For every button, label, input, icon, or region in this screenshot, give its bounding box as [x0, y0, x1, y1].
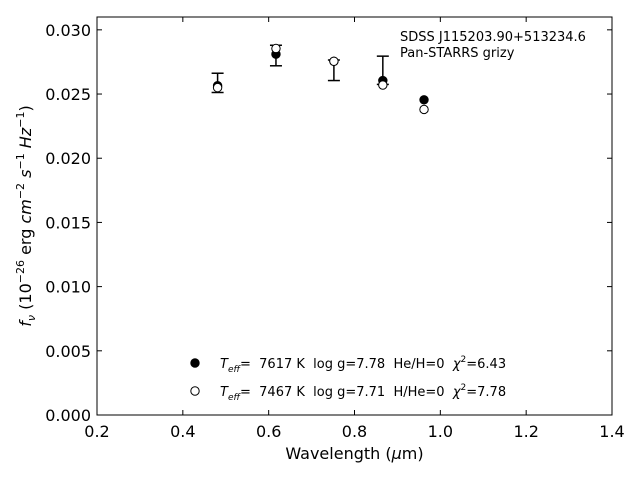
- annotation-object-name: SDSS J115203.90+513234.6: [400, 30, 586, 45]
- x-tick-label: 0.4: [170, 422, 195, 441]
- x-tick-label: 0.2: [84, 422, 109, 441]
- x-tick-label: 0.8: [342, 422, 367, 441]
- y-tick-label: 0.010: [45, 278, 91, 297]
- model-point-open: [419, 104, 429, 115]
- annotation-photometry: Pan-STARRS grizy: [400, 46, 515, 61]
- x-axis: 0.2 0.4 0.6 0.8 1.0 1.2 1.4: [84, 17, 625, 441]
- model-point-open: [271, 43, 281, 54]
- legend-marker-open: [190, 386, 200, 396]
- x-tick-label: 0.6: [256, 422, 281, 441]
- y-tick-label: 0.015: [45, 213, 91, 232]
- y-axis: 0.000 0.005 0.010 0.015 0.020 0.025 0.030: [45, 21, 612, 425]
- model-point-filled: [419, 95, 429, 105]
- x-tick-label: 1.0: [428, 422, 453, 441]
- y-tick-label: 0.025: [45, 85, 91, 104]
- y-tick-label: 0.000: [45, 406, 91, 425]
- legend-entry-1: Teff= 7617 K log g=7.78 He/H=0 χ2=6.43: [220, 355, 506, 375]
- model-point-open: [329, 56, 339, 66]
- data-points: [212, 43, 429, 115]
- y-tick-label: 0.005: [45, 342, 91, 361]
- x-tick-label: 1.2: [513, 422, 538, 441]
- legend-marker-filled: [190, 358, 200, 368]
- model-point-open: [378, 80, 388, 90]
- x-axis-label: Wavelength (μm): [285, 444, 423, 463]
- x-tick-label: 1.4: [599, 422, 624, 441]
- plot-area: [96, 16, 613, 416]
- model-point-open: [212, 82, 223, 93]
- y-axis-label: fν (10−26 erg cm−2 s−1 Hz−1): [14, 105, 38, 326]
- y-tick-label: 0.020: [45, 149, 91, 168]
- legend: Teff= 7617 K log g=7.78 He/H=0 χ2=6.43 T…: [190, 355, 506, 403]
- y-tick-label: 0.030: [45, 21, 91, 40]
- legend-entry-2: Teff= 7467 K log g=7.71 H/He=0 χ2=7.78: [220, 383, 506, 403]
